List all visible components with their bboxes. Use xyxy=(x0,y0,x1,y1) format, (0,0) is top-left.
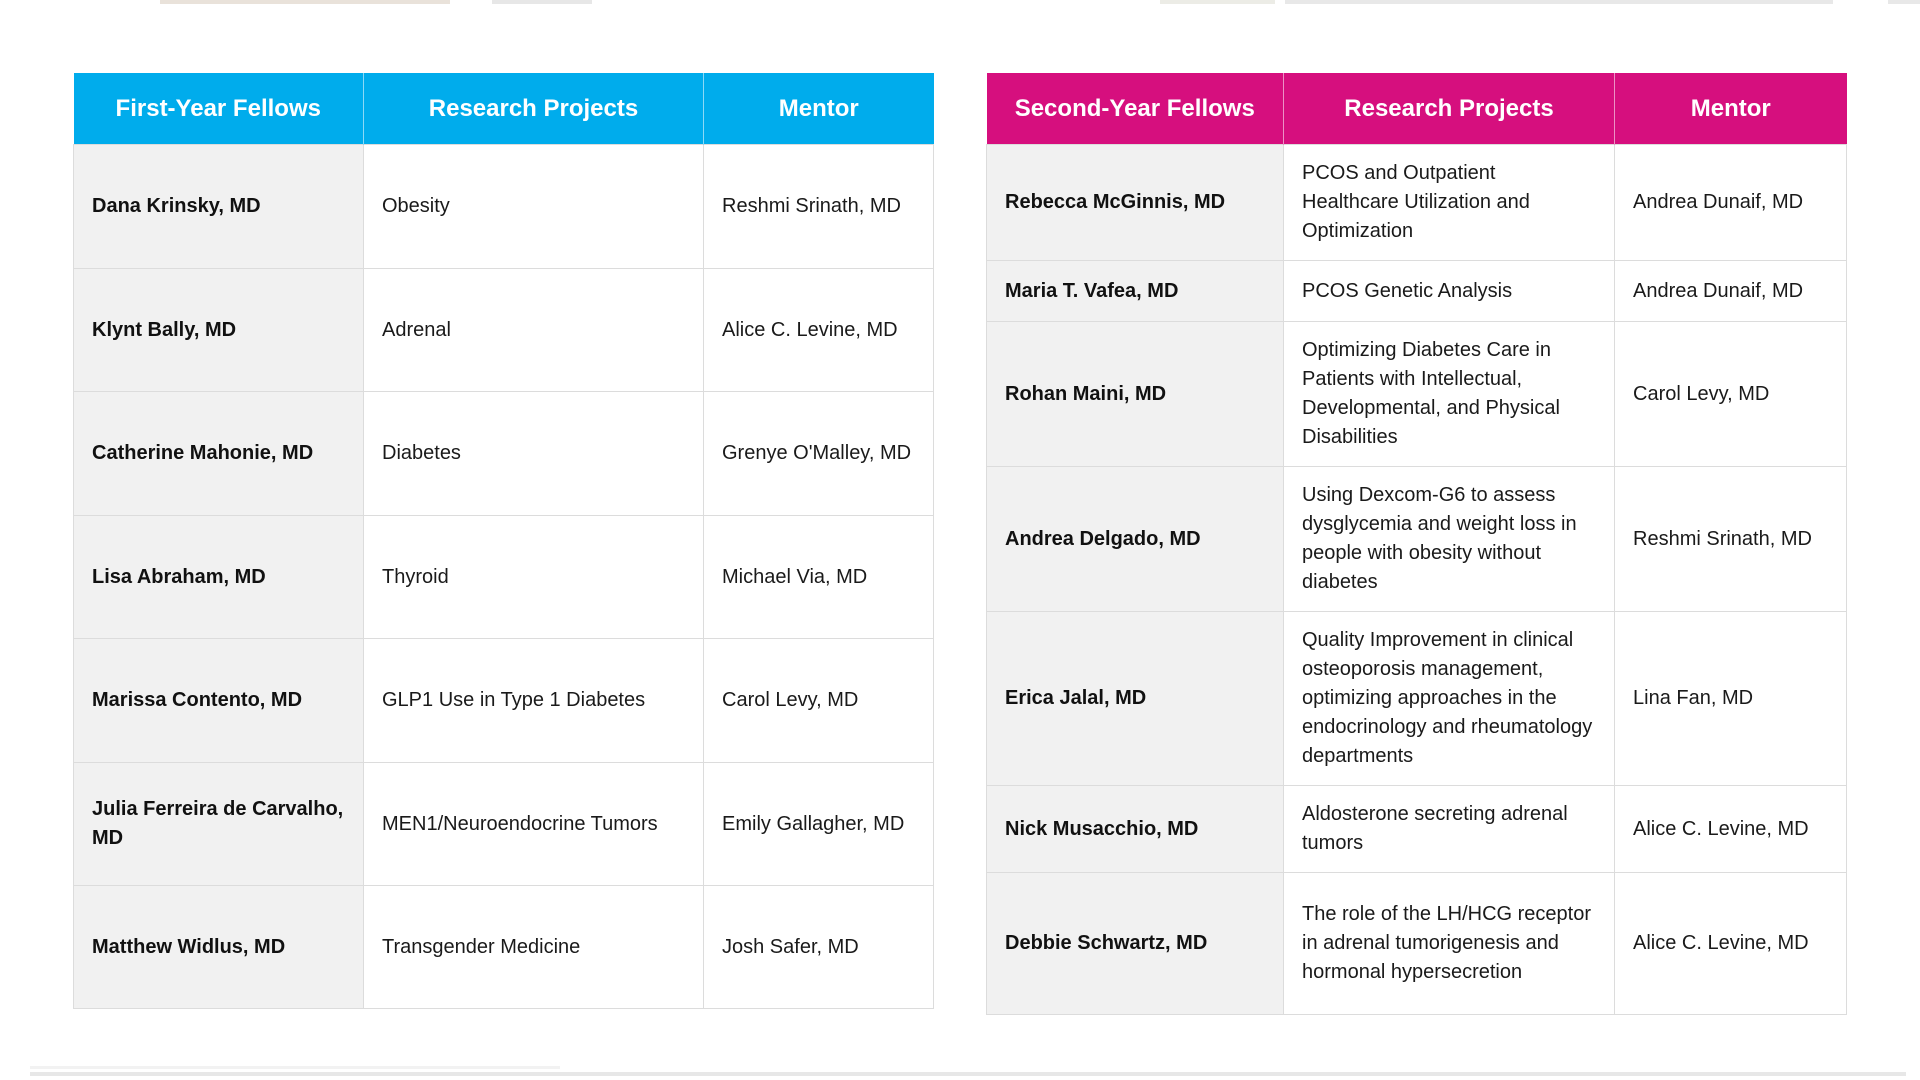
table-row: Marissa Contento, MD GLP1 Use in Type 1 … xyxy=(73,638,934,763)
table-row: Julia Ferreira de Carvalho, MD MEN1/Neur… xyxy=(73,762,934,886)
page-edge-artifact xyxy=(30,1072,1906,1076)
mentor-cell: Andrea Dunaif, MD xyxy=(1614,260,1847,322)
table-row: Klynt Bally, MD Adrenal Alice C. Levine,… xyxy=(73,268,934,392)
research-project-cell: GLP1 Use in Type 1 Diabetes xyxy=(363,638,704,763)
first-year-fellows-header: First-Year Fellows xyxy=(73,73,364,145)
second-year-fellows-table: Second-Year Fellows Research Projects Me… xyxy=(986,73,1847,1015)
fellow-name-cell: Maria T. Vafea, MD xyxy=(986,260,1284,322)
page-edge-artifact xyxy=(1160,0,1275,4)
research-project-cell: MEN1/Neuroendocrine Tumors xyxy=(363,762,704,886)
fellow-name-cell: Debbie Schwartz, MD xyxy=(986,872,1284,1015)
table-row: Matthew Widlus, MD Transgender Medicine … xyxy=(73,885,934,1009)
mentor-cell: Reshmi Srinath, MD xyxy=(1614,466,1847,612)
research-project-cell: Quality Improvement in clinical osteopor… xyxy=(1283,611,1615,786)
first-year-fellows-table: First-Year Fellows Research Projects Men… xyxy=(73,73,934,1009)
research-project-cell: Using Dexcom-G6 to assess dysglycemia an… xyxy=(1283,466,1615,612)
mentor-cell: Michael Via, MD xyxy=(703,515,934,639)
fellow-name-cell: Dana Krinsky, MD xyxy=(73,144,364,269)
page-edge-artifact xyxy=(30,1066,560,1069)
mentor-cell: Reshmi Srinath, MD xyxy=(703,144,934,269)
fellow-name-cell: Catherine Mahonie, MD xyxy=(73,391,364,516)
mentor-cell: Alice C. Levine, MD xyxy=(1614,872,1847,1015)
fellow-name-cell: Lisa Abraham, MD xyxy=(73,515,364,639)
table-row: Catherine Mahonie, MD Diabetes Grenye O'… xyxy=(73,391,934,516)
research-project-cell: The role of the LH/HCG receptor in adren… xyxy=(1283,872,1615,1015)
table-header-row: Second-Year Fellows Research Projects Me… xyxy=(986,73,1847,145)
mentor-cell: Emily Gallagher, MD xyxy=(703,762,934,886)
fellow-name-cell: Rohan Maini, MD xyxy=(986,321,1284,467)
table-row: Erica Jalal, MD Quality Improvement in c… xyxy=(986,611,1847,786)
mentor-cell: Alice C. Levine, MD xyxy=(1614,785,1847,873)
page-edge-artifact xyxy=(492,0,592,4)
mentor-cell: Alice C. Levine, MD xyxy=(703,268,934,392)
fellow-name-cell: Nick Musacchio, MD xyxy=(986,785,1284,873)
research-project-cell: Obesity xyxy=(363,144,704,269)
research-project-cell: Transgender Medicine xyxy=(363,885,704,1009)
table-row: Rohan Maini, MD Optimizing Diabetes Care… xyxy=(986,321,1847,467)
fellow-name-cell: Andrea Delgado, MD xyxy=(986,466,1284,612)
mentor-header: Mentor xyxy=(1614,73,1847,145)
table-row: Lisa Abraham, MD Thyroid Michael Via, MD xyxy=(73,515,934,639)
table-row: Dana Krinsky, MD Obesity Reshmi Srinath,… xyxy=(73,144,934,269)
research-projects-header: Research Projects xyxy=(1283,73,1615,145)
table-header-row: First-Year Fellows Research Projects Men… xyxy=(73,73,934,145)
research-project-cell: Thyroid xyxy=(363,515,704,639)
mentor-cell: Grenye O'Malley, MD xyxy=(703,391,934,516)
mentor-cell: Lina Fan, MD xyxy=(1614,611,1847,786)
fellow-name-cell: Erica Jalal, MD xyxy=(986,611,1284,786)
mentor-header: Mentor xyxy=(703,73,934,145)
fellow-name-cell: Marissa Contento, MD xyxy=(73,638,364,763)
fellow-name-cell: Rebecca McGinnis, MD xyxy=(986,144,1284,261)
research-project-cell: Diabetes xyxy=(363,391,704,516)
fellow-name-cell: Matthew Widlus, MD xyxy=(73,885,364,1009)
mentor-cell: Carol Levy, MD xyxy=(1614,321,1847,467)
fellow-name-cell: Klynt Bally, MD xyxy=(73,268,364,392)
research-project-cell: PCOS and Outpatient Healthcare Utilizati… xyxy=(1283,144,1615,261)
research-projects-header: Research Projects xyxy=(363,73,704,145)
page-edge-artifact xyxy=(1888,0,1920,4)
research-project-cell: Optimizing Diabetes Care in Patients wit… xyxy=(1283,321,1615,467)
table-row: Andrea Delgado, MD Using Dexcom-G6 to as… xyxy=(986,466,1847,612)
second-year-fellows-header: Second-Year Fellows xyxy=(986,73,1284,145)
mentor-cell: Josh Safer, MD xyxy=(703,885,934,1009)
fellow-name-cell: Julia Ferreira de Carvalho, MD xyxy=(73,762,364,886)
research-project-cell: PCOS Genetic Analysis xyxy=(1283,260,1615,322)
mentor-cell: Carol Levy, MD xyxy=(703,638,934,763)
page-edge-artifact xyxy=(160,0,450,4)
research-project-cell: Adrenal xyxy=(363,268,704,392)
research-project-cell: Aldosterone secreting adrenal tumors xyxy=(1283,785,1615,873)
mentor-cell: Andrea Dunaif, MD xyxy=(1614,144,1847,261)
table-row: Rebecca McGinnis, MD PCOS and Outpatient… xyxy=(986,144,1847,261)
table-row: Debbie Schwartz, MD The role of the LH/H… xyxy=(986,872,1847,1015)
page-edge-artifact xyxy=(1285,0,1833,4)
table-row: Nick Musacchio, MD Aldosterone secreting… xyxy=(986,785,1847,873)
table-row: Maria T. Vafea, MD PCOS Genetic Analysis… xyxy=(986,260,1847,322)
